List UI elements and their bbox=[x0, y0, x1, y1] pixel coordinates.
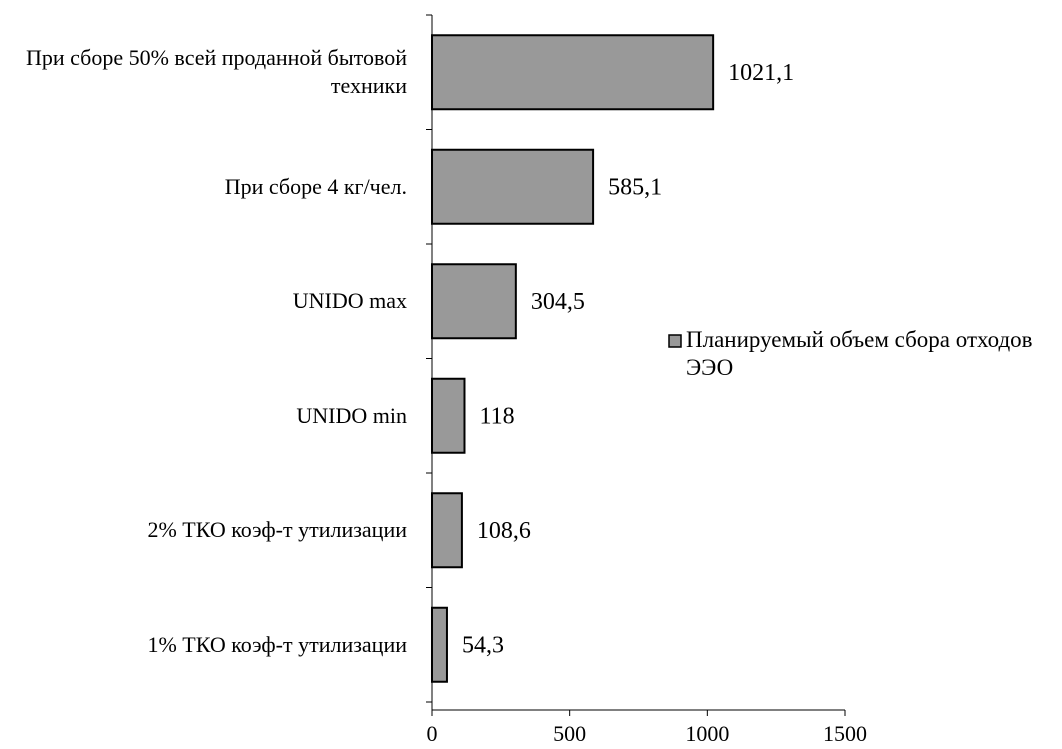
category-label: 2% ТКО коэф-т утилизации bbox=[147, 517, 407, 543]
bar bbox=[431, 492, 463, 569]
bar bbox=[431, 606, 448, 683]
value-label: 1021,1 bbox=[728, 60, 794, 86]
category-label: UNIDO min bbox=[296, 402, 407, 428]
category-label: 1% ТКО коэф-т утилизации bbox=[147, 631, 407, 657]
legend-swatch bbox=[668, 334, 682, 348]
x-tick-label: 0 bbox=[427, 721, 438, 746]
value-label: 304,5 bbox=[531, 289, 585, 315]
category-label: UNIDO max bbox=[292, 288, 407, 314]
bar bbox=[431, 34, 715, 111]
x-tick-label: 1500 bbox=[823, 721, 867, 746]
value-label: 118 bbox=[479, 403, 514, 429]
bar bbox=[431, 148, 595, 225]
x-tick-label: 500 bbox=[553, 721, 586, 746]
legend-label: Планируемый объем сбора отходов ЭЭО bbox=[686, 327, 1033, 380]
bar bbox=[431, 377, 466, 454]
value-label: 108,6 bbox=[477, 518, 531, 544]
bar bbox=[431, 263, 517, 340]
category-label: При сборе 4 кг/чел. bbox=[224, 173, 407, 199]
x-tick-label: 1000 bbox=[685, 721, 729, 746]
value-label: 54,3 bbox=[462, 632, 504, 658]
category-label: При сборе 50% всей проданной бытовой тех… bbox=[25, 45, 407, 99]
value-label: 585,1 bbox=[608, 174, 662, 200]
